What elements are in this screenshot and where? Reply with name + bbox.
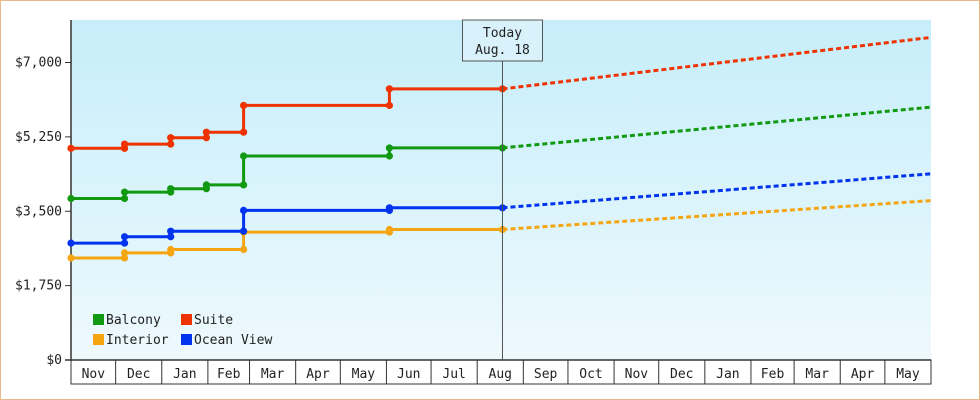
data-point bbox=[167, 245, 175, 254]
today-date-label: Aug. 18 bbox=[475, 43, 530, 58]
month-label: Aug bbox=[489, 367, 512, 382]
data-point bbox=[239, 128, 248, 136]
month-label: Apr bbox=[851, 367, 875, 382]
legend-swatch bbox=[93, 334, 104, 345]
legend-swatch bbox=[93, 314, 104, 325]
month-label: Mar bbox=[805, 367, 829, 382]
data-point bbox=[239, 206, 248, 214]
data-point bbox=[67, 254, 75, 262]
legend-label: Balcony bbox=[106, 313, 161, 328]
data-point bbox=[167, 185, 175, 193]
month-label: Jul bbox=[442, 367, 465, 382]
data-point bbox=[202, 134, 210, 142]
legend-label: Suite bbox=[194, 313, 233, 328]
data-point bbox=[120, 188, 129, 196]
month-label: Feb bbox=[217, 367, 241, 382]
data-point bbox=[120, 254, 129, 262]
data-point bbox=[385, 144, 394, 152]
y-tick-label: $0 bbox=[46, 353, 62, 368]
data-point bbox=[167, 134, 175, 142]
month-label: Jan bbox=[173, 367, 196, 382]
data-point bbox=[239, 227, 248, 235]
legend-label: Ocean View bbox=[194, 333, 272, 348]
data-point bbox=[239, 101, 248, 110]
data-point bbox=[385, 85, 394, 93]
data-point bbox=[67, 144, 75, 152]
month-label: Dec bbox=[127, 367, 150, 382]
data-point bbox=[167, 233, 175, 241]
legend-swatch bbox=[181, 314, 192, 325]
data-point bbox=[67, 194, 75, 203]
plot-area bbox=[71, 20, 931, 360]
data-point bbox=[120, 233, 129, 241]
today-label-box bbox=[461, 19, 543, 62]
legend: Balcony Suite Interior Ocean View bbox=[93, 313, 272, 348]
month-label: Nov bbox=[82, 367, 106, 382]
legend-swatch bbox=[181, 334, 192, 345]
month-label: Apr bbox=[306, 367, 330, 382]
y-axis-ticks: $0 $1,750 $3,500 $5,250 $7,000 bbox=[15, 56, 71, 368]
data-point bbox=[120, 194, 129, 203]
data-point bbox=[239, 181, 248, 189]
month-label: Oct bbox=[579, 367, 602, 382]
data-point bbox=[239, 152, 248, 160]
data-point bbox=[167, 140, 175, 148]
data-point bbox=[385, 225, 394, 234]
month-strip bbox=[70, 359, 932, 385]
month-label: Jan bbox=[716, 367, 739, 382]
data-point bbox=[385, 152, 394, 160]
y-tick-label: $3,500 bbox=[15, 204, 62, 219]
data-point bbox=[202, 181, 210, 189]
x-axis-months: Nov Dec Jan Feb Mar Apr May Jun Jul Aug Sep Oct Nov D… bbox=[70, 359, 932, 385]
data-point bbox=[202, 128, 210, 136]
y-tick-label: $5,250 bbox=[15, 130, 62, 145]
y-tick-label: $7,000 bbox=[15, 56, 62, 71]
today-label: Today bbox=[483, 26, 522, 41]
data-point bbox=[120, 249, 129, 257]
data-point bbox=[167, 227, 175, 235]
data-point bbox=[67, 239, 75, 247]
legend-label: Interior bbox=[106, 333, 169, 348]
month-label: Jun bbox=[397, 367, 420, 382]
month-label: Mar bbox=[261, 367, 285, 382]
data-point bbox=[239, 245, 248, 254]
month-label: Sep bbox=[534, 367, 558, 382]
data-point bbox=[385, 101, 394, 110]
month-label: Nov bbox=[625, 367, 649, 382]
month-label: May bbox=[896, 367, 920, 382]
series-lines bbox=[67, 35, 932, 262]
month-label: May bbox=[352, 367, 376, 382]
data-point bbox=[120, 140, 129, 148]
data-point bbox=[120, 239, 129, 247]
y-tick-label: $1,750 bbox=[15, 279, 62, 294]
data-point bbox=[385, 204, 394, 212]
month-label: Feb bbox=[761, 367, 785, 382]
month-label: Dec bbox=[670, 367, 693, 382]
